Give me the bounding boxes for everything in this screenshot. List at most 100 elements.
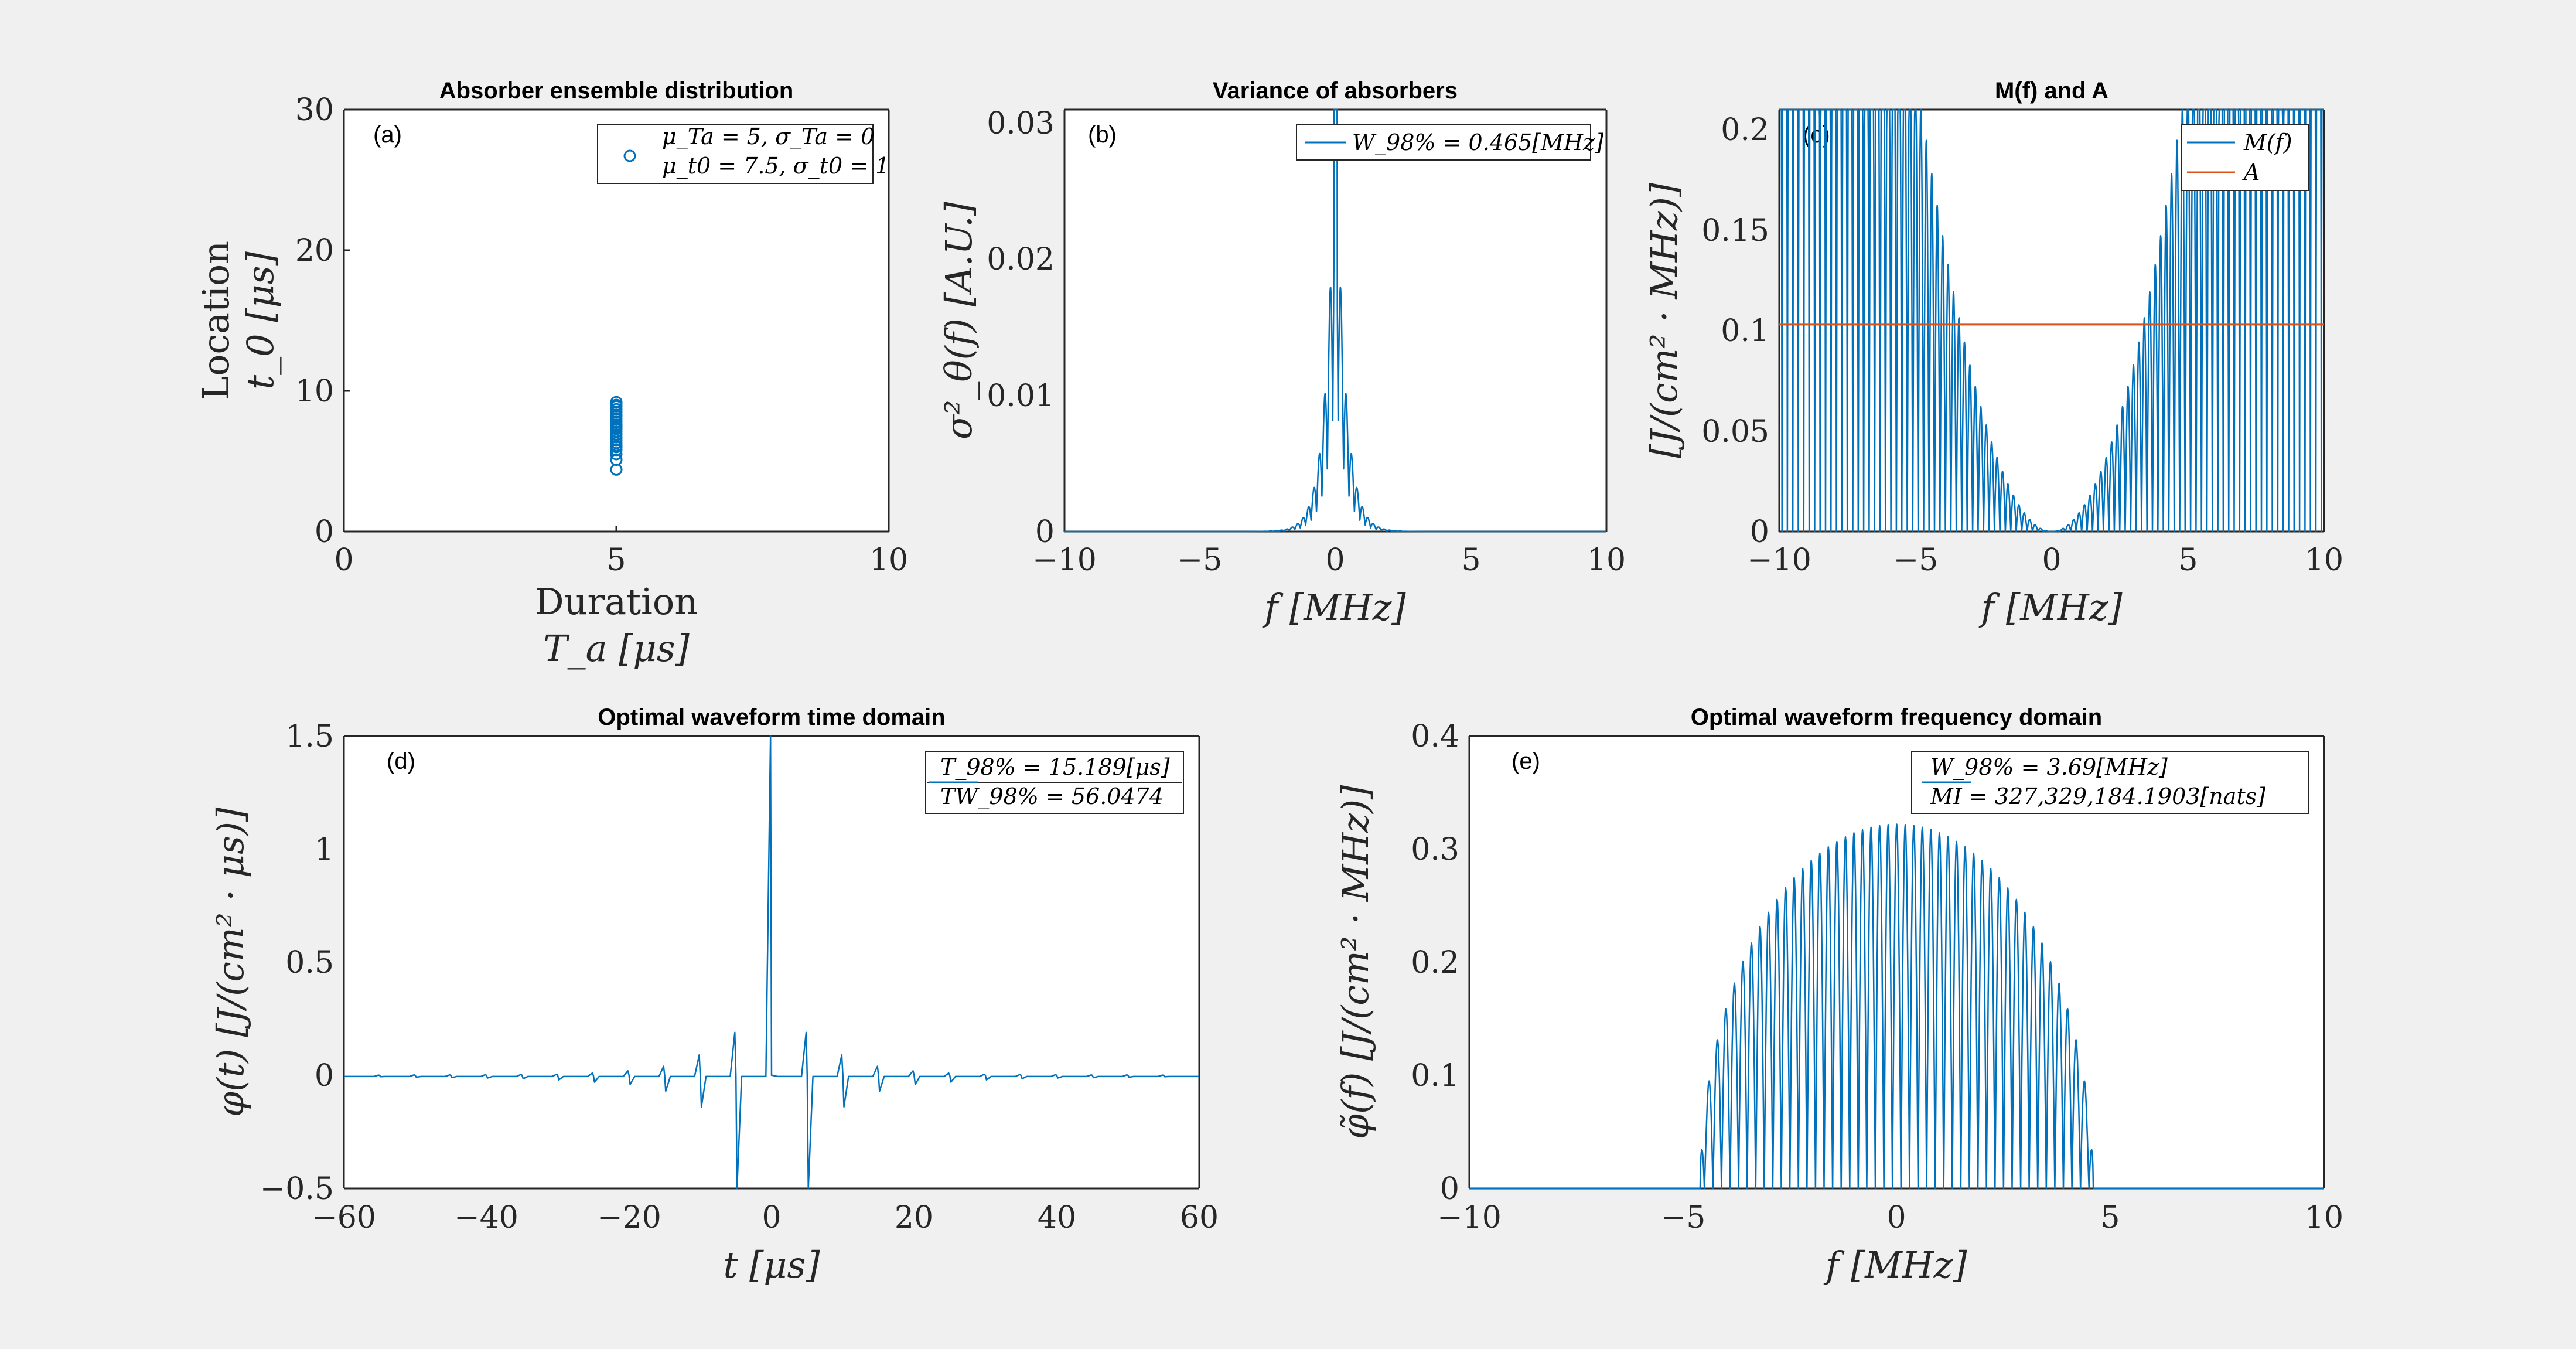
- panel-letter-e: (e): [1512, 748, 1540, 774]
- ticks-e: −10 −5 0 5 10 0 0.1 0.2 0.3 0.4: [1411, 719, 2343, 1235]
- legend-a: μ_Ta = 5, σ_Ta = 0 μ_t0 = 7.5, σ_t0 = 1: [597, 124, 889, 184]
- y-tick-label: 0.5: [285, 945, 334, 980]
- x-tick-label: 10: [1587, 543, 1626, 578]
- panel-letter-a: (a): [373, 122, 402, 148]
- y-tick-label: 1: [315, 832, 334, 867]
- x-tick-label: 0: [2042, 543, 2061, 578]
- x-tick-label: −10: [1032, 543, 1097, 578]
- panel-letter-d: (d): [387, 748, 415, 774]
- variance-line: [1064, 108, 1607, 533]
- x-tick-label: −10: [1437, 1200, 1502, 1235]
- y-tick-label: 0.2: [1721, 113, 1769, 148]
- y-tick-label: 0: [1750, 515, 1769, 550]
- ticks-b: −10 −5 0 5 10 0 0.01 0.02 0.03: [987, 106, 1626, 578]
- y-tick-label: 1.5: [285, 719, 334, 754]
- phi-line: [344, 735, 1199, 1190]
- x-tick-label: 10: [2305, 1200, 2343, 1235]
- x-tick-label: 5: [2178, 543, 2198, 578]
- legend-entry-a-1: μ_Ta = 5, σ_Ta = 0: [662, 124, 875, 150]
- scatter-point: [610, 440, 623, 452]
- legend-e: W_98% = 3.69[MHz] MI = 327,329,184.1903[…: [1911, 751, 2309, 814]
- title-d: Optimal waveform time domain: [598, 704, 945, 730]
- x-tick-label: −5: [1893, 543, 1939, 578]
- legend-d: T_98% = 15.189[μs] TW_98% = 56.0474: [925, 751, 1184, 814]
- y-tick-label: 0.3: [1411, 832, 1459, 867]
- legend-b: W_98% = 0.465[MHz]: [1296, 124, 1603, 161]
- y-tick-label: 0: [315, 1058, 334, 1093]
- legend-entry-c-2: A: [2242, 159, 2260, 185]
- scatter-point: [610, 396, 623, 408]
- x-label-e: f [MHz]: [1823, 1244, 1967, 1286]
- x-tick-label: −20: [597, 1200, 661, 1235]
- y-tick-label: 30: [295, 93, 334, 128]
- y-ticks-a: 0 10 20 30: [295, 93, 350, 550]
- title-c: M(f) and A: [1995, 78, 2108, 104]
- panel-a: Absorber ensemble distribution (a) 0 5 1…: [195, 78, 908, 670]
- x-tick-label: −40: [454, 1200, 518, 1235]
- y-label-d: φ(t) [J/(cm² · μs)]: [209, 807, 252, 1117]
- legend-marker-a: [623, 149, 636, 162]
- x-tick-label: 0: [1325, 543, 1345, 578]
- x-label-a-line1: Duration: [535, 580, 698, 623]
- plot-area-b: [1064, 110, 1606, 532]
- legend-entry-e-1: W_98% = 3.69[MHz]: [1930, 754, 2168, 781]
- y-tick-label: 0.15: [1701, 213, 1769, 248]
- title-b: Variance of absorbers: [1213, 78, 1458, 104]
- phi-tilde-line: [1469, 823, 2325, 1190]
- series-d: [344, 735, 1199, 1190]
- legend-box-c: [2181, 124, 2309, 191]
- title-e: Optimal waveform frequency domain: [1691, 704, 2102, 730]
- x-tick-label: 20: [895, 1200, 933, 1235]
- y-tick-label: 0: [315, 515, 334, 550]
- panel-letter-b: (b): [1088, 122, 1117, 148]
- y-tick-label: 0: [1035, 515, 1055, 550]
- y-tick-label: 0.2: [1411, 945, 1459, 980]
- x-label-c: f [MHz]: [1978, 586, 2123, 629]
- x-tick-label: 40: [1038, 1200, 1076, 1235]
- x-tick-label: −5: [1178, 543, 1223, 578]
- y-tick-label: 0.1: [1721, 314, 1769, 349]
- title-a: Absorber ensemble distribution: [439, 78, 794, 104]
- x-tick-label: −10: [1747, 543, 1811, 578]
- x-label-d: t [μs]: [723, 1244, 820, 1286]
- y-tick-label: 0.4: [1411, 719, 1459, 754]
- series-e: [1469, 823, 2325, 1190]
- legend-entry-c-1: M(f): [2243, 130, 2292, 155]
- y-label-e: φ̃(f) [J/(cm² · MHz)]: [1334, 785, 1377, 1139]
- x-tick-label: 5: [2100, 1200, 2120, 1235]
- y-tick-label: 10: [295, 374, 334, 409]
- legend-entry-e-2: MI = 327,329,184.1903[nats]: [1930, 783, 2265, 809]
- legend-entry-d-2: TW_98% = 56.0474: [940, 783, 1164, 810]
- legend-box-e: [1911, 751, 2309, 814]
- y-tick-label: 0.05: [1701, 414, 1769, 449]
- legend-box-a: [597, 124, 874, 184]
- x-tick-label: 0: [762, 1200, 781, 1235]
- x-tick-label: 0: [1886, 1200, 1906, 1235]
- scatter-point: [610, 421, 623, 434]
- y-tick-label: 0.1: [1411, 1058, 1459, 1093]
- x-tick-label: 0: [334, 543, 353, 578]
- panel-c: M(f) and A (c) −10 −5 0 5 10 0 0.05 0.1 …: [1643, 78, 2343, 629]
- y-tick-label: −0.5: [260, 1171, 334, 1207]
- legend-entry-a-2: μ_t0 = 7.5, σ_t0 = 1: [662, 153, 889, 179]
- x-tick-label: 60: [1180, 1200, 1219, 1235]
- x-ticks-a: 0 5 10: [334, 526, 908, 578]
- x-tick-label: 5: [1461, 543, 1480, 578]
- x-tick-label: −60: [312, 1200, 376, 1235]
- x-tick-label: 5: [606, 543, 626, 578]
- ticks-c: −10 −5 0 5 10 0 0.05 0.1 0.15 0.2: [1701, 113, 2343, 578]
- y-label-b: σ²_θ(f) [A.U.]: [937, 201, 980, 439]
- y-tick-label: 0.01: [987, 379, 1055, 414]
- panel-e: Optimal waveform frequency domain (e) −1…: [1334, 704, 2343, 1286]
- y-tick-label: 0.03: [987, 106, 1055, 141]
- series-b: [1064, 108, 1607, 533]
- x-tick-label: 10: [869, 543, 908, 578]
- y-tick-label: 0: [1440, 1171, 1459, 1207]
- axes-d: [343, 735, 1200, 1190]
- x-tick-label: 10: [2305, 543, 2343, 578]
- series-a: [610, 396, 623, 476]
- legend-entry-d-1: T_98% = 15.189[μs]: [940, 754, 1170, 781]
- x-label-a-line2: T_a [μs]: [543, 627, 690, 670]
